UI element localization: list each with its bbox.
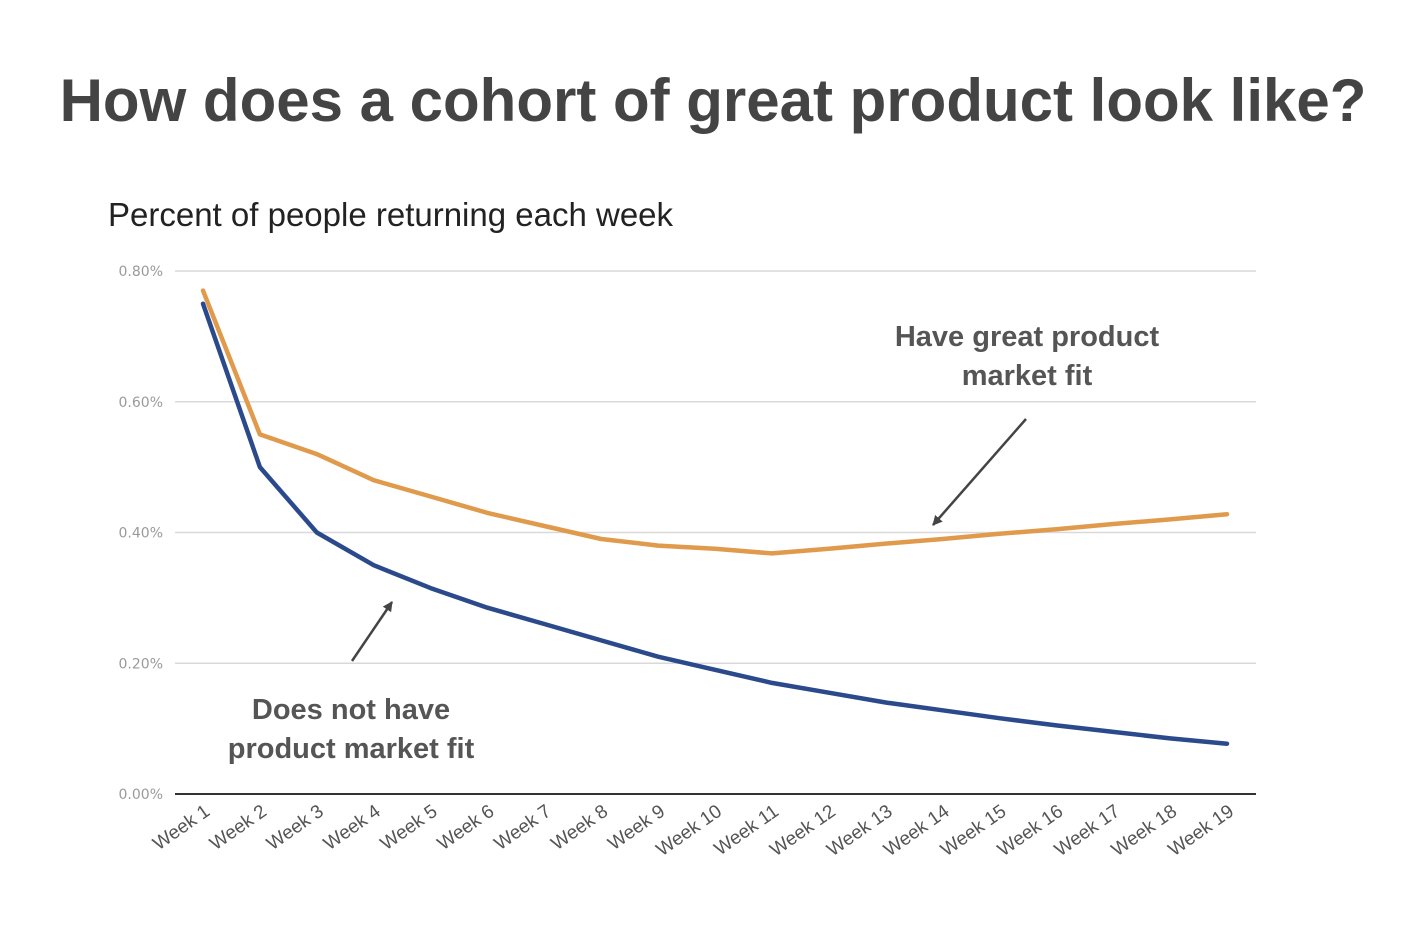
annotation-arrow: [350, 601, 394, 662]
x-tick-label: Week 2: [206, 801, 271, 855]
y-tick-label: 0.00%: [119, 787, 163, 803]
y-tick-label: 0.20%: [119, 656, 163, 672]
y-axis-ticks: 0.00% 0.20% 0.40% 0.60% 0.80%: [119, 264, 163, 803]
y-tick-label: 0.80%: [119, 264, 163, 280]
series-lines: [200, 288, 1230, 746]
x-tick-label: Week 4: [320, 801, 385, 855]
x-tick-label: Week 8: [548, 801, 613, 855]
annotation-label: Does not have: [252, 694, 450, 726]
annotation-label: market fit: [962, 360, 1093, 392]
gridlines: [175, 270, 1256, 795]
x-tick-label: Week 10: [653, 801, 726, 861]
annotation-arrow: [932, 418, 1027, 526]
annotations: Have great product market fit Does not hav…: [228, 321, 1160, 765]
chart-title: Percent of people returning each week: [108, 196, 674, 233]
slide-title: How does a cohort of great product look …: [59, 67, 1367, 134]
x-tick-label: Week 19: [1165, 801, 1238, 861]
x-tick-label: Week 7: [491, 801, 556, 855]
y-tick-label: 0.60%: [119, 395, 163, 411]
x-tick-label: Week 6: [434, 801, 499, 855]
x-tick-label: Week 3: [263, 801, 328, 855]
annotation-label: product market fit: [228, 733, 475, 765]
x-tick-label: Week 5: [377, 801, 442, 855]
y-tick-label: 0.40%: [119, 526, 163, 542]
annotation-label: Have great product: [895, 321, 1160, 353]
x-tick-label: Week 1: [149, 801, 214, 855]
